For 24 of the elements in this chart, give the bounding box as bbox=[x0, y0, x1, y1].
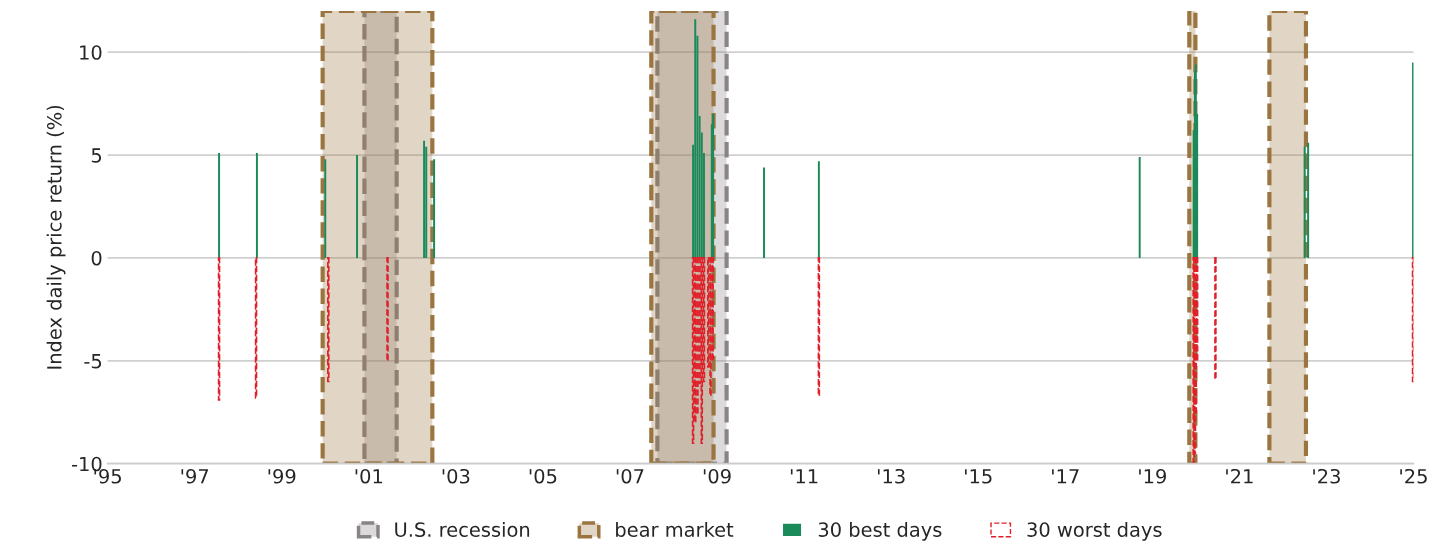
y-axis-title: Index daily price return (%) bbox=[46, 105, 66, 369]
x-tick-label: '11 bbox=[790, 469, 818, 484]
x-tick-label: '07 bbox=[616, 468, 644, 484]
x-tick-label: '25 bbox=[1400, 468, 1427, 484]
y-tick-label: -5 bbox=[84, 354, 102, 369]
x-tick-label: '03 bbox=[442, 468, 470, 484]
x-tick-label: '19 bbox=[1139, 468, 1166, 484]
legend-label: bear market bbox=[616, 521, 734, 537]
x-tick-label: '05 bbox=[529, 468, 557, 484]
x-tick-label: '15 bbox=[965, 469, 992, 484]
x-tick-label: '13 bbox=[877, 468, 905, 484]
x-tick-label: '09 bbox=[703, 468, 731, 484]
legend-label: 30 worst days bbox=[1027, 521, 1162, 541]
legend-label: 30 best days bbox=[818, 521, 942, 541]
y-tick-label: 5 bbox=[91, 148, 102, 163]
legend-label: U.S. recession bbox=[395, 521, 530, 537]
y-tick-label: 0 bbox=[91, 250, 102, 266]
x-tick-label: '21 bbox=[1226, 468, 1253, 484]
x-tick-label: '97 bbox=[181, 468, 209, 484]
x-tick-label: '17 bbox=[1052, 469, 1079, 484]
y-tick-label: 10 bbox=[80, 45, 102, 60]
x-tick-label: '99 bbox=[268, 468, 296, 484]
x-tick-label: '23 bbox=[1313, 468, 1340, 484]
x-tick-label: '01 bbox=[355, 468, 383, 484]
